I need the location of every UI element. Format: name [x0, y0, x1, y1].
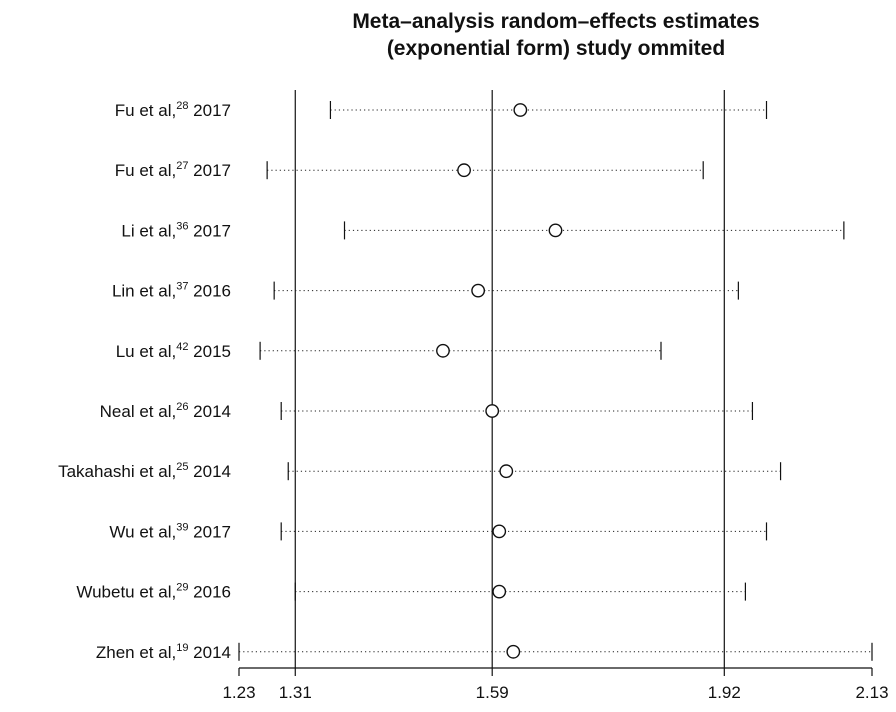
- study-row-3: Lin et al,37 2016: [112, 281, 739, 301]
- estimate-point-6: [499, 464, 514, 479]
- study-label-2: Li et al,36 2017: [121, 220, 231, 240]
- study-name: Lu et al,: [116, 342, 177, 361]
- study-name: Fu et al,: [115, 101, 176, 120]
- study-year: 2014: [188, 402, 231, 421]
- study-row-0: Fu et al,28 2017: [115, 100, 768, 120]
- study-label-4: Lu et al,42 2015: [116, 341, 231, 361]
- study-row-2: Li et al,36 2017: [121, 220, 845, 240]
- study-label-3: Lin et al,37 2016: [112, 281, 231, 301]
- x-tick-label-3: 1.92: [708, 683, 741, 702]
- estimate-point-4: [436, 343, 450, 358]
- study-label-6: Takahashi et al,25 2014: [58, 461, 231, 481]
- chart-title: Meta–analysis random–effects estimates (…: [240, 8, 872, 62]
- study-year: 2017: [188, 161, 231, 180]
- study-row-4: Lu et al,42 2015: [116, 341, 662, 361]
- study-name: Wu et al,: [109, 522, 176, 541]
- study-ref: 37: [176, 281, 188, 293]
- study-year: 2014: [188, 643, 231, 662]
- estimate-point-7: [492, 524, 507, 539]
- estimate-point-2: [548, 223, 563, 238]
- study-ref: 28: [176, 100, 188, 112]
- chart-title-line-1: Meta–analysis random–effects estimates: [352, 10, 760, 33]
- study-label-7: Wu et al,39 2017: [109, 521, 231, 541]
- estimate-point-0: [513, 103, 528, 117]
- estimate-point-8: [492, 584, 507, 599]
- study-name: Zhen et al,: [96, 643, 176, 662]
- x-axis: 1.23 1.31 1.59 1.92 2.13: [222, 667, 889, 702]
- x-tick-label-4: 2.13: [855, 683, 888, 702]
- estimate-point-9: [506, 644, 521, 659]
- study-year: 2016: [188, 282, 231, 301]
- estimate-point-3: [471, 283, 486, 298]
- x-tick-label-1: 1.31: [279, 683, 312, 702]
- study-year: 2014: [188, 462, 231, 481]
- study-year: 2017: [188, 101, 231, 120]
- study-row-7: Wu et al,39 2017: [109, 521, 768, 541]
- study-row-8: Wubetu et al,29 2016: [76, 582, 747, 602]
- x-tick-label-0: 1.23: [222, 683, 255, 702]
- study-label-9: Zhen et al,19 2014: [96, 642, 231, 662]
- study-ref: 29: [176, 582, 188, 594]
- study-ref: 39: [176, 521, 188, 533]
- study-ref: 25: [176, 461, 188, 473]
- study-row-1: Fu et al,27 2017: [115, 160, 704, 180]
- study-ref: 27: [176, 160, 188, 172]
- reference-lines: [294, 90, 725, 668]
- study-label-1: Fu et al,27 2017: [115, 160, 231, 180]
- study-ref: 36: [176, 220, 188, 232]
- study-ref: 42: [176, 341, 188, 353]
- study-name: Neal et al,: [100, 402, 177, 421]
- study-label-0: Fu et al,28 2017: [115, 100, 231, 120]
- estimate-point-1: [457, 163, 471, 178]
- study-year: 2016: [188, 583, 231, 602]
- study-year: 2017: [188, 522, 231, 541]
- study-label-5: Neal et al,26 2014: [100, 401, 231, 421]
- study-row-9: Zhen et al,19 2014: [96, 642, 873, 662]
- x-tick-label-2: 1.59: [476, 683, 509, 702]
- study-year: 2017: [188, 221, 231, 240]
- study-name: Wubetu et al,: [76, 583, 176, 602]
- study-label-8: Wubetu et al,29 2016: [76, 582, 231, 602]
- study-ref: 19: [176, 642, 188, 654]
- estimate-point-5: [485, 404, 500, 418]
- study-row-5: Neal et al,26 2014: [100, 401, 754, 421]
- study-name: Lin et al,: [112, 282, 176, 301]
- study-row-6: Takahashi et al,25 2014: [58, 461, 782, 481]
- study-year: 2015: [188, 342, 231, 361]
- chart-title-line-2: (exponential form) study ommited: [386, 37, 726, 60]
- study-name: Takahashi et al,: [58, 462, 176, 481]
- study-name: Li et al,: [121, 221, 176, 240]
- study-ref: 26: [176, 401, 188, 413]
- study-name: Fu et al,: [115, 161, 176, 180]
